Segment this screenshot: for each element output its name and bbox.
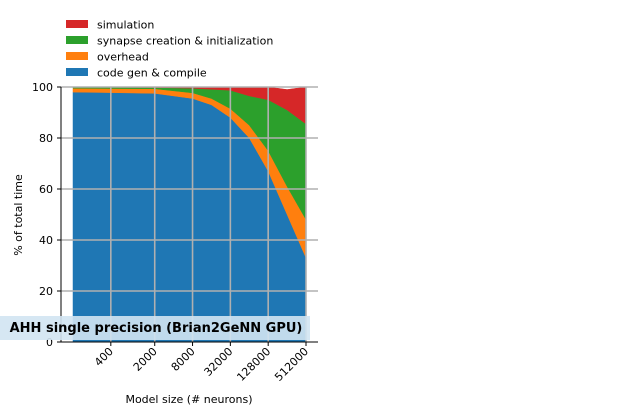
x-tick-label: 128000 (234, 345, 273, 384)
x-axis-label: Model size (# neurons) (125, 393, 252, 406)
x-tick-label: 32000 (202, 345, 236, 379)
panel-title: AHH single precision (Brian2GeNN GPU) (10, 321, 303, 336)
y-tick-label: 60 (39, 183, 53, 196)
legend-swatch (66, 68, 88, 76)
legend-label: synapse creation & initialization (97, 35, 273, 48)
x-tick-label: 2000 (131, 345, 160, 374)
panel-title-box: AHH single precision (Brian2GeNN GPU) (0, 316, 310, 340)
grid-lines (61, 86, 318, 342)
legend-swatch (66, 52, 88, 60)
x-tick-label: 400 (92, 345, 116, 369)
legend-swatch (66, 36, 88, 44)
axes (57, 86, 318, 346)
legend-label: code gen & compile (97, 67, 207, 80)
y-tick-label: 40 (39, 234, 53, 247)
x-tick-label: 8000 (169, 345, 198, 374)
y-tick-label: 20 (39, 285, 53, 298)
legend-label: simulation (97, 19, 154, 32)
legend: simulation synapse creation & initializat… (66, 19, 273, 80)
legend-label: overhead (97, 51, 149, 64)
y-axis-label: % of total time (12, 174, 25, 256)
y-tick-label: 100 (32, 81, 53, 94)
legend-swatch (66, 20, 88, 28)
y-tick-label: 0 (46, 336, 53, 349)
y-tick-labels: 0 20 40 60 80 100 (32, 81, 53, 349)
area-series-group (72, 86, 307, 343)
y-tick-label: 80 (39, 132, 53, 145)
x-tick-label: 512000 (272, 345, 311, 384)
